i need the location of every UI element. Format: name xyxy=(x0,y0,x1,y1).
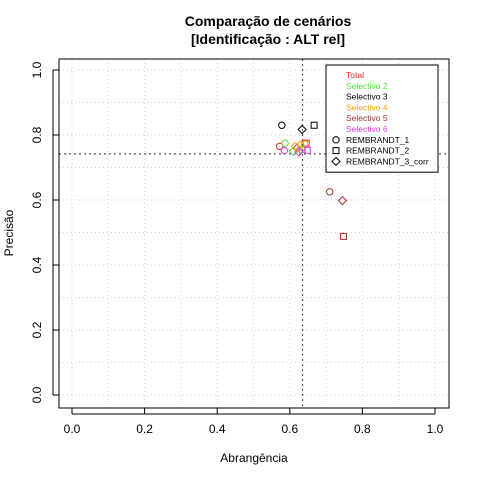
data-point-square xyxy=(310,121,318,129)
data-point-square xyxy=(340,232,348,240)
data-points xyxy=(275,121,348,240)
chart-subtitle: [Identificação : ALT rel] xyxy=(191,31,345,47)
legend-entry-label: Selectivo 6 xyxy=(346,124,388,134)
y-tick-label: 0.0 xyxy=(30,386,44,403)
data-point-diamond xyxy=(294,147,304,157)
data-point-diamond xyxy=(297,124,307,135)
legend-entry-label: REMBRANDT_1 xyxy=(346,135,410,145)
plot-frame xyxy=(58,58,450,409)
legend-entry-label: Total xyxy=(346,70,364,80)
y-tick-label: 0.2 xyxy=(30,321,44,338)
legend-entry-label: REMBRANDT_2 xyxy=(346,146,410,156)
y-tick-label: 1.0 xyxy=(30,61,44,78)
x-tick-label: 0.8 xyxy=(354,422,371,436)
data-point-circle xyxy=(281,139,289,147)
x-axis-ticks: 0.0 0.2 0.4 0.6 0.8 1.0 xyxy=(64,408,444,436)
x-tick-label: 0.4 xyxy=(209,422,226,436)
data-point-circle xyxy=(326,188,334,196)
data-point-square xyxy=(303,146,311,154)
data-point-circle xyxy=(275,142,284,151)
x-tick-label: 1.0 xyxy=(427,422,444,436)
legend-circle-icon xyxy=(332,136,340,144)
y-tick-label: 0.4 xyxy=(30,256,44,273)
y-tick-label: 0.8 xyxy=(30,126,44,143)
legend-entry-label: Selectivo 4 xyxy=(346,102,388,112)
legend-diamond-icon xyxy=(331,156,341,167)
legend-entry-label: REMBRANDT_3_corr xyxy=(346,156,429,166)
data-point-diamond xyxy=(337,195,348,206)
data-point-diamond xyxy=(290,141,300,152)
x-tick-label: 0.6 xyxy=(281,422,298,436)
x-tick-label: 0.2 xyxy=(136,422,153,436)
legend-box xyxy=(325,64,439,173)
legend-entry-label: Selectivo 2 xyxy=(346,81,388,91)
data-point-circle xyxy=(278,121,286,129)
x-tick-label: 0.0 xyxy=(64,422,81,436)
legend-entry-label: Selectivo 5 xyxy=(346,113,388,123)
y-tick-label: 0.6 xyxy=(30,191,44,208)
y-axis-label: Precisão xyxy=(2,209,16,256)
legend-square-icon xyxy=(332,147,340,155)
x-axis-label: Abrangência xyxy=(220,451,288,465)
y-axis-ticks: 0.0 0.2 0.4 0.6 0.8 1.0 xyxy=(30,61,59,403)
chart-title: Comparação de cenários xyxy=(185,13,352,29)
legend-entry-label: Selectivo 3 xyxy=(346,92,388,102)
data-point-circle xyxy=(280,146,289,155)
